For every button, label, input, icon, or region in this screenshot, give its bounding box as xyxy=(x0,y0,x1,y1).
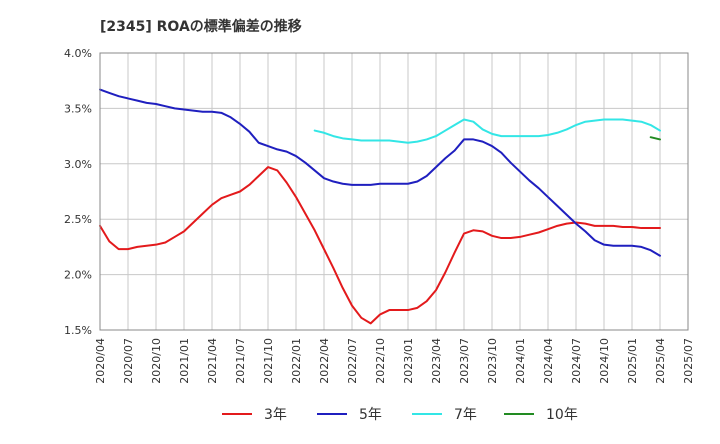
x-tick-label: 2022/01 xyxy=(290,338,303,384)
x-tick-label: 2025/04 xyxy=(654,338,667,384)
legend-label-5y: 5年 xyxy=(359,407,382,423)
grid xyxy=(99,52,689,331)
x-tick-label: 2021/04 xyxy=(206,338,219,384)
x-tick-label: 2020/07 xyxy=(122,338,135,384)
series-line-3y xyxy=(99,166,661,325)
y-tick-label: 3.0% xyxy=(64,158,92,171)
x-tick-label: 2023/04 xyxy=(430,338,443,384)
x-tick-label: 2024/10 xyxy=(598,338,611,384)
x-tick-label: 2024/07 xyxy=(570,338,583,384)
x-tick-label: 2023/10 xyxy=(486,338,499,384)
x-tick-label: 2021/10 xyxy=(262,338,275,384)
x-tick-label: 2025/07 xyxy=(682,338,695,384)
x-tick-label: 2021/01 xyxy=(178,338,191,384)
x-tick-label: 2021/07 xyxy=(234,338,247,384)
legend-label-10y: 10年 xyxy=(546,407,578,423)
x-tick-label: 2024/01 xyxy=(514,338,527,384)
x-tick-label: 2020/10 xyxy=(150,338,163,384)
legend-label-3y: 3年 xyxy=(264,407,287,423)
x-tick-label: 2023/01 xyxy=(402,338,415,384)
x-tick-label: 2023/07 xyxy=(458,338,471,384)
x-tick-label: 2025/01 xyxy=(626,338,639,384)
series-lines xyxy=(99,88,661,325)
x-tick-label: 2020/04 xyxy=(94,338,107,384)
y-tick-label: 2.5% xyxy=(64,213,92,226)
y-tick-label: 2.0% xyxy=(64,269,92,282)
series-line-5y xyxy=(99,88,661,257)
axes: 1.5% 2.0% 2.5% 3.0% 3.5% 4.0% 2020/04 2020/07 20… xyxy=(64,47,695,384)
series-line-10y xyxy=(649,136,661,141)
legend-label-7y: 7年 xyxy=(454,407,477,423)
x-tick-label: 2022/10 xyxy=(374,338,387,384)
y-tick-label: 1.5% xyxy=(64,324,92,337)
series-line-7y xyxy=(313,118,661,144)
chart-title: [2345] ROAの標準偏差の推移 xyxy=(100,18,302,35)
legend: 3年 5年 7年 10年 xyxy=(222,407,578,423)
x-tick-label: 2022/07 xyxy=(346,338,359,384)
y-tick-label: 3.5% xyxy=(64,102,92,115)
y-tick-label: 4.0% xyxy=(64,47,92,60)
x-tick-label: 2022/04 xyxy=(318,338,331,384)
plot-frame xyxy=(99,52,689,331)
x-tick-label: 2024/04 xyxy=(542,338,555,384)
